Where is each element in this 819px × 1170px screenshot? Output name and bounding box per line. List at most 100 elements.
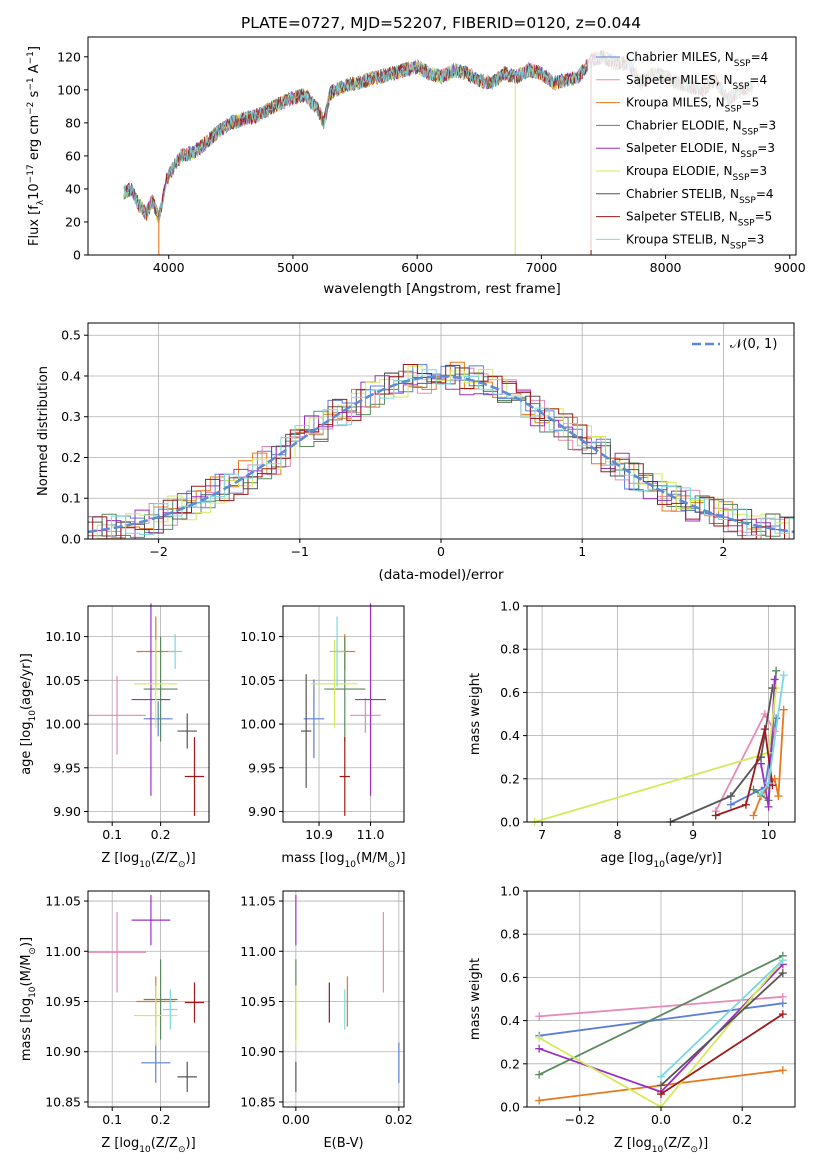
plot-area (87, 361, 795, 540)
legend-entry: Salpeter MILES, NSSP=4 (626, 73, 767, 92)
y-tick-label: 9.90 (248, 804, 276, 819)
x-tick-label: 4000 (153, 260, 185, 275)
weight-marker (726, 800, 735, 809)
legend: Chabrier MILES, NSSP=4 Salpeter MILES, NS… (588, 42, 792, 251)
y-tick-label: 10.85 (240, 1094, 276, 1109)
gaussian-curve (87, 375, 795, 534)
y-tick-label: 9.95 (248, 760, 276, 775)
y-tick-label: 9.90 (53, 804, 81, 819)
x-tick-label: 0.0 (651, 1112, 671, 1127)
y-tick-label: 0.4 (500, 1013, 520, 1028)
y-axis-label: Normed distribution (36, 366, 51, 496)
plot-area (301, 603, 386, 816)
x-axis-label: age [log10(age/yr)] (600, 851, 722, 870)
weight-marker (764, 779, 773, 788)
weight-marker (757, 789, 766, 798)
y-axis-label: age [log10(age/yr)] (19, 653, 38, 775)
legend-entry: 𝒩(0, 1) (730, 337, 777, 352)
figure-title: PLATE=0727, MJD=52207, FIBERID=0120, z=0… (241, 14, 641, 32)
x-tick-label: 7000 (525, 260, 557, 275)
weight-marker (726, 792, 735, 801)
x-tick-label: 0.02 (385, 1112, 413, 1127)
y-tick-label: 10.85 (45, 1094, 81, 1109)
y-axis-label: mass [log10(M/M⊙)] (19, 937, 38, 1061)
panel-spectrum: 4000 5000 6000 7000 8000 9000 0 20 40 60 80 100 120 w… (26, 36, 806, 297)
y-tick-label: 0.6 (500, 685, 520, 700)
weight-marker (778, 1010, 787, 1019)
x-tick-label: 2 (719, 544, 727, 559)
weight-marker (535, 1070, 544, 1079)
x-tick-label: −2 (149, 544, 167, 559)
x-tick-label: 0.00 (282, 1112, 310, 1127)
weight-marker (770, 675, 779, 684)
y-tick-label: 10.10 (240, 629, 276, 644)
y-tick-label: 10.95 (240, 994, 276, 1009)
x-tick-label: 10 (761, 827, 777, 842)
weight-marker (711, 811, 720, 820)
weight-line (534, 687, 777, 823)
legend-entry: Chabrier MILES, NSSP=4 (626, 50, 768, 69)
weight-marker (657, 1090, 665, 1099)
weight-marker (749, 785, 758, 794)
y-tick-label: 11.05 (45, 894, 81, 909)
axes-frame (282, 605, 405, 823)
y-tick-label: 1.0 (500, 884, 520, 899)
y-tick-label: 10.95 (45, 994, 81, 1009)
plot-area (530, 666, 788, 826)
x-tick-label: 0.1 (102, 827, 122, 842)
weight-marker (657, 1072, 665, 1081)
plot-layer: 4000 5000 6000 7000 8000 9000020406080100120w… (19, 36, 806, 1155)
y-axis-label: Flux [fλ10−17 erg cm−2 s−1 A−1] (26, 46, 46, 246)
histogram-step (88, 364, 794, 540)
y-tick-label: 20 (65, 214, 81, 229)
axes-frame (282, 890, 405, 1108)
weight-marker (779, 671, 788, 680)
y-tick-label: 11.00 (45, 944, 81, 959)
panel-weight_vs_Z: −0.2 0.0 0.2 0.0 0.2 0.4 0.6 0.8 1.0 Z [log10(Z/Z… (468, 884, 796, 1155)
weight-marker (774, 792, 783, 801)
legend-entry: Salpeter STELIB, NSSP=5 (626, 210, 772, 229)
panel-mass_vs_Z: 0.1 0.2 10.85 10.90 10.95 11.00 11.05 Z [log10(… (19, 890, 210, 1155)
panel-weight_vs_age: 7 8 9 10 0.0 0.2 0.4 0.6 0.8 1.0 age [log10(age/yr… (468, 599, 796, 870)
plot-area (535, 951, 787, 1111)
weight-marker (535, 1012, 544, 1021)
y-tick-label: 10.10 (45, 629, 81, 644)
weight-marker (778, 1066, 787, 1075)
axes-frame (87, 605, 210, 823)
x-axis-label: Z [log10(Z/Z⊙)] (101, 851, 195, 870)
y-tick-label: 0.8 (500, 642, 520, 657)
weight-line (660, 972, 784, 1087)
legend-entry: Chabrier STELIB, NSSP=4 (626, 187, 774, 206)
y-tick-label: 10.90 (240, 1044, 276, 1059)
weight-line (670, 687, 774, 823)
weight-marker (768, 684, 777, 693)
x-axis-label: wavelength [Angstrom, rest frame] (323, 281, 561, 297)
axes-frame (526, 605, 796, 823)
weight-marker (749, 811, 758, 820)
weight-marker (772, 666, 781, 675)
x-axis-label: (data-model)/error (378, 567, 504, 583)
plot-area (295, 895, 400, 1092)
x-tick-label: 0.2 (732, 1112, 752, 1127)
plot-area (88, 603, 205, 816)
x-tick-label: 0.2 (151, 827, 171, 842)
weight-line (715, 728, 774, 817)
y-tick-label: 0.3 (61, 409, 81, 424)
y-tick-label: 100 (57, 82, 81, 97)
y-tick-label: 40 (65, 181, 81, 196)
y-tick-label: 60 (65, 148, 81, 163)
y-tick-label: 9.95 (53, 760, 81, 775)
y-tick-label: 1.0 (500, 599, 520, 614)
x-tick-label: 9 (689, 827, 697, 842)
y-axis-label: mass weight (468, 673, 483, 755)
x-axis-label: E(B-V) (323, 1136, 363, 1151)
x-tick-label: 0 (437, 544, 445, 559)
y-tick-label: 0.2 (500, 771, 520, 786)
weight-marker (778, 956, 787, 965)
y-tick-label: 0.0 (61, 532, 81, 547)
weight-marker (535, 1033, 544, 1042)
weight-line (660, 959, 784, 1078)
y-tick-label: 0.2 (61, 450, 81, 465)
panel-age_vs_Z: 0.1 0.2 9.90 9.95 10.00 10.05 10.10 Z [log10(Z/… (19, 603, 210, 870)
x-axis-label: mass [log10(M/M⊙)] (281, 851, 405, 870)
